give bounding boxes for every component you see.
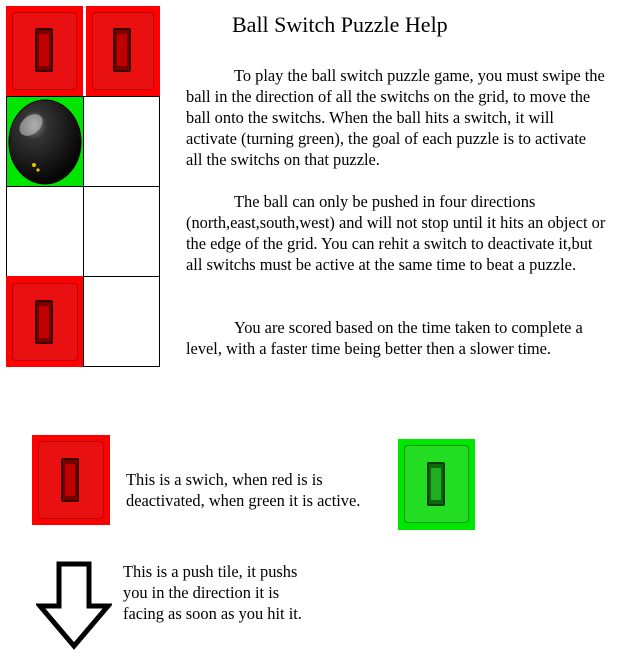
switch-lever-icon xyxy=(35,300,53,344)
push-tile-down-arrow-icon xyxy=(36,561,112,650)
legend-switch-red xyxy=(32,435,110,525)
page-title: Ball Switch Puzzle Help xyxy=(232,12,448,37)
example-puzzle-grid xyxy=(6,6,160,367)
instructions-paragraph-3: You are scored based on the time taken t… xyxy=(186,318,583,358)
legend-switch-green xyxy=(398,439,475,530)
switch-lever-icon xyxy=(113,28,131,72)
grid-empty-cell xyxy=(83,276,160,367)
grid-switch-red xyxy=(86,6,160,96)
switch-lever-icon xyxy=(61,458,79,502)
grid-empty-cell xyxy=(83,186,160,277)
switch-lever-icon xyxy=(35,28,53,72)
grid-switch-red xyxy=(6,6,83,96)
switch-description: This is a swich, when red is is deactiva… xyxy=(126,470,361,510)
grid-empty-cell xyxy=(6,186,84,277)
push-tile-description: This is a push tile, it pushs you in the… xyxy=(123,562,302,623)
grid-switch-green xyxy=(6,96,84,187)
grid-switch-red xyxy=(6,276,84,367)
instructions-paragraph-2: The ball can only be pushed in four dire… xyxy=(186,192,606,274)
ball-icon xyxy=(8,99,82,185)
switch-lever-icon xyxy=(427,462,445,506)
instructions-paragraph-1: To play the ball switch puzzle game, you… xyxy=(186,66,605,169)
grid-empty-cell xyxy=(83,96,160,187)
